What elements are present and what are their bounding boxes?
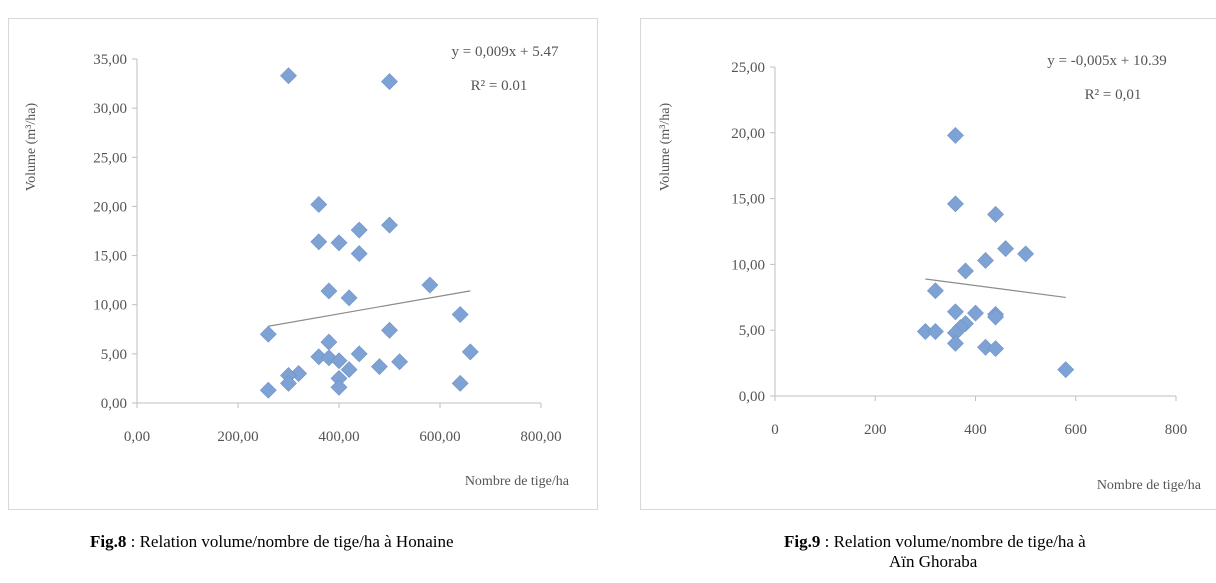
data-point: [987, 308, 1004, 326]
data-point: [330, 352, 348, 370]
data-point: [320, 333, 338, 351]
x-tick-label: 400: [964, 422, 987, 438]
x-tick-label: 800,00: [520, 429, 561, 445]
y-tick-label: 0,00: [101, 396, 127, 412]
data-point: [259, 381, 277, 399]
data-point: [310, 233, 328, 251]
data-point: [280, 67, 297, 85]
data-point: [947, 303, 964, 321]
y-tick-label: 0,00: [739, 389, 765, 405]
data-point: [947, 195, 964, 213]
data-point: [987, 205, 1004, 223]
y-tick-label: 30,00: [93, 101, 127, 117]
x-tick-label: 0,00: [124, 429, 150, 445]
data-point: [381, 321, 398, 339]
y-tick-label: 10,00: [93, 298, 127, 314]
caption-text-line2: Aïn Ghoraba: [889, 552, 978, 571]
y-tick-label: 35,00: [93, 52, 127, 68]
x-axis-label: Nombre de tige/ha: [1097, 478, 1202, 493]
x-tick-label: 400,00: [318, 429, 359, 445]
trend-equation: y = 0,009x + 5.47: [452, 44, 559, 60]
y-tick-label: 15,00: [731, 192, 765, 208]
chart-frame-fig9: 0,00 5,00 10,00 15,00 20,00 25,00 0 200 400 600 80…: [640, 18, 1216, 510]
data-point: [391, 353, 409, 371]
y-tick-label: 5,00: [739, 323, 765, 339]
data-point: [330, 378, 348, 396]
data-point: [1017, 245, 1035, 263]
data-point: [987, 340, 1004, 358]
data-point: [977, 252, 994, 269]
caption-text: : Relation volume/nombre de tige/ha à Ho…: [126, 532, 454, 551]
data-point: [370, 358, 388, 376]
data-point: [340, 361, 358, 379]
data-point: [280, 374, 297, 392]
data-point: [350, 345, 368, 363]
data-point: [977, 338, 994, 356]
data-point: [310, 196, 328, 213]
y-tick-label: 20,00: [731, 126, 765, 142]
data-point: [926, 323, 944, 340]
trend-line: [925, 278, 1066, 299]
data-point: [330, 234, 348, 252]
x-tick-label: 0: [771, 422, 779, 438]
data-point: [350, 221, 368, 239]
y-tick-label: 15,00: [93, 249, 127, 265]
data-point: [421, 276, 439, 294]
r-squared-label: R² = 0.01: [471, 78, 528, 94]
data-point: [451, 306, 469, 323]
data-point: [947, 334, 964, 352]
data-point: [451, 374, 469, 392]
trend-equation: y = -0,005x + 10.39: [1047, 53, 1166, 69]
y-tick-label: 5,00: [101, 347, 127, 363]
data-point: [381, 216, 398, 234]
data-point: [320, 282, 338, 300]
data-point: [967, 304, 984, 322]
x-tick-label: 600,00: [419, 429, 460, 445]
data-point: [947, 127, 964, 144]
figure-caption-fig9: Fig.9 : Relation volume/nombre de tige/h…: [784, 532, 1216, 572]
data-point: [926, 282, 944, 300]
data-point: [340, 289, 358, 307]
trend-line: [268, 290, 471, 327]
chart-frame-fig8: 0,00 5,00 10,00 15,00 20,00 25,00 30,00 35,00 0,…: [8, 18, 598, 510]
y-tick-label: 25,00: [93, 150, 127, 166]
data-point: [259, 325, 277, 343]
x-tick-label: 200,00: [217, 429, 258, 445]
data-point: [1057, 361, 1075, 379]
y-axis-label: Volume (m³/ha): [24, 103, 39, 192]
scatter-chart-fig9: 0,00 5,00 10,00 15,00 20,00 25,00 0 200 400 600 80…: [658, 53, 1202, 493]
x-tick-label: 800: [1165, 422, 1188, 438]
scatter-chart-fig8: 0,00 5,00 10,00 15,00 20,00 25,00 30,00 35,00 0,…: [24, 44, 570, 489]
y-axis-label: Volume (m³/ha): [658, 103, 673, 192]
y-tick-label: 20,00: [93, 199, 127, 215]
data-point: [997, 240, 1014, 258]
x-tick-label: 200: [864, 422, 887, 438]
x-axis-label: Nombre de tige/ha: [465, 474, 570, 489]
data-point: [381, 73, 398, 91]
y-tick-label: 10,00: [731, 257, 765, 273]
caption-label: Fig.9: [784, 532, 821, 551]
data-point: [957, 262, 974, 280]
figure-caption-fig8: Fig.8 : Relation volume/nombre de tige/h…: [90, 532, 454, 552]
r-squared-label: R² = 0,01: [1085, 87, 1142, 103]
caption-text: : Relation volume/nombre de tige/ha à: [820, 532, 1086, 551]
caption-label: Fig.8: [90, 532, 127, 551]
x-tick-label: 600: [1065, 422, 1088, 438]
y-tick-label: 25,00: [731, 60, 765, 76]
data-point: [350, 245, 368, 263]
data-point: [461, 343, 479, 361]
